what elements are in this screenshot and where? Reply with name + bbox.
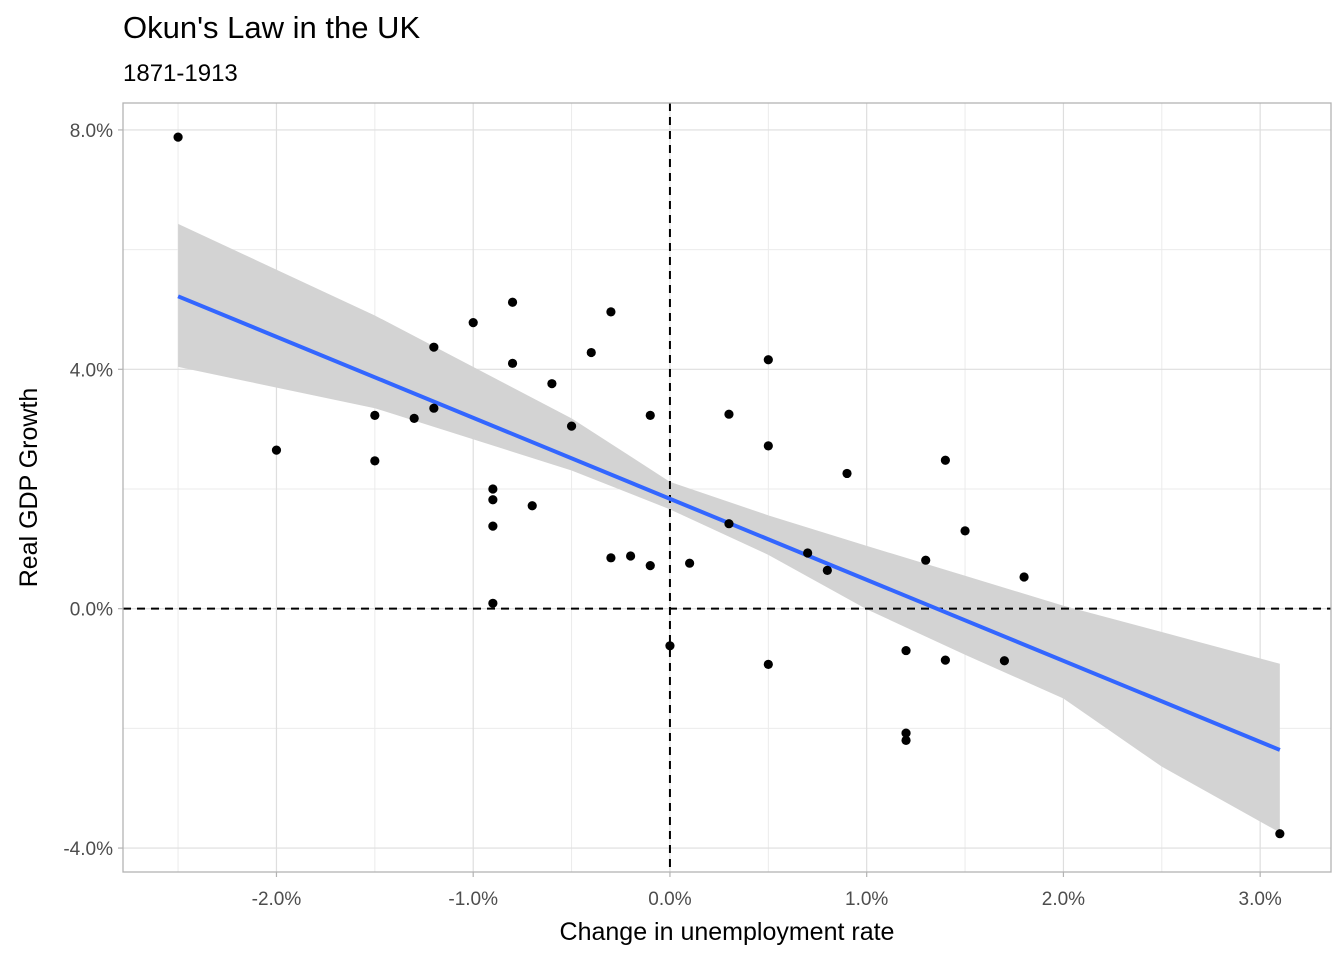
data-point (999, 656, 1010, 666)
data-point (429, 342, 439, 352)
data-point (488, 495, 498, 505)
data-point (921, 555, 931, 565)
data-points (173, 132, 1285, 839)
data-point (429, 403, 439, 413)
x-tick-label: -1.0% (448, 889, 498, 910)
data-point (763, 355, 773, 365)
data-point (370, 410, 380, 420)
x-tick-label: 2.0% (1042, 889, 1085, 910)
x-axis-title: Change in unemployment rate (560, 918, 895, 946)
data-point (724, 519, 734, 529)
data-point (1275, 829, 1285, 839)
data-point (901, 735, 911, 745)
data-point (960, 526, 970, 536)
data-point (606, 307, 616, 317)
panel-border (122, 102, 1332, 873)
data-point (842, 468, 852, 479)
data-point (507, 358, 518, 368)
chart-title: Okun's Law in the UK (123, 10, 421, 45)
x-tick-label: 1.0% (845, 889, 888, 910)
y-axis-ticks: -4.0% 0.0% 4.0% 8.0% (63, 121, 123, 860)
chart-subtitle: 1871-1913 (123, 60, 238, 87)
y-tick-label: 8.0% (70, 121, 113, 142)
data-point (1019, 572, 1029, 582)
data-point (507, 297, 518, 307)
data-point (645, 560, 655, 571)
reference-lines (123, 103, 1331, 872)
data-point (488, 598, 498, 608)
data-point (940, 655, 950, 665)
data-point (370, 456, 380, 466)
data-point (527, 501, 537, 511)
data-point (409, 413, 419, 423)
data-point (763, 441, 773, 451)
data-point (547, 379, 557, 389)
data-point (724, 409, 734, 419)
x-tick-label: 0.0% (648, 889, 691, 910)
x-tick-label: 3.0% (1239, 889, 1282, 910)
y-axis-title: Real GDP Growth (15, 388, 43, 588)
data-point (940, 455, 950, 465)
data-point (822, 565, 832, 575)
x-tick-label: -2.0% (252, 889, 302, 910)
data-point (586, 347, 596, 358)
y-tick-label: 4.0% (70, 360, 113, 381)
data-point (271, 445, 282, 455)
data-point (763, 659, 773, 669)
x-axis-ticks: -2.0% -1.0% 0.0% 1.0% 2.0% 3.0% (252, 872, 1282, 910)
data-point (665, 641, 675, 651)
data-point (566, 421, 577, 431)
data-point (803, 548, 813, 558)
data-point (901, 645, 911, 656)
data-point (488, 521, 498, 531)
data-point (625, 551, 636, 561)
data-point (468, 318, 478, 328)
data-point (685, 558, 695, 568)
y-tick-label: -4.0% (63, 839, 113, 860)
data-point (488, 484, 498, 494)
y-tick-label: 0.0% (70, 600, 113, 621)
data-point (173, 132, 183, 142)
data-point (645, 410, 655, 420)
data-point (606, 553, 616, 563)
data-point (901, 728, 911, 738)
minor-gridlines (123, 103, 1331, 872)
